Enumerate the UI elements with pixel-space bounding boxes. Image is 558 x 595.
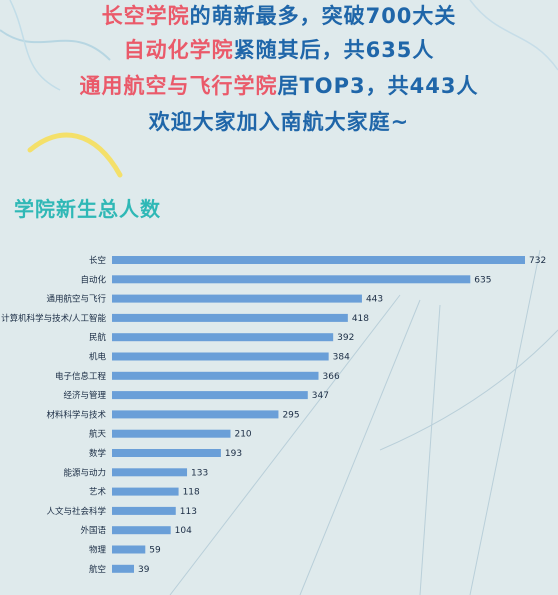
category-label: 能源与动力 <box>63 467 106 478</box>
value-label: 732 <box>529 256 546 266</box>
headline-text: 的萌新最多，突破700大关 <box>189 4 457 28</box>
bar-chart: 长空 732 自动化 635 通用航空与飞行 443 计算机科学与技术/人工智能 418 民航 3… <box>1 255 546 575</box>
value-label: 133 <box>191 468 208 478</box>
value-label: 418 <box>352 314 369 324</box>
category-label: 长空 <box>89 255 106 266</box>
bar <box>112 313 348 322</box>
category-label: 经济与管理 <box>63 390 106 401</box>
value-label: 384 <box>333 353 350 363</box>
headline-line-3: 通用航空与飞行学院居TOP3，共443人 <box>0 70 558 102</box>
category-label: 外国语 <box>80 525 106 536</box>
headline-line-2: 自动化学院紧随其后，共635人 <box>0 34 558 66</box>
category-label: 材料科学与技术 <box>46 409 106 420</box>
bar <box>112 526 171 535</box>
headline-text: 欢迎大家加入南航大家庭~ <box>148 110 410 134</box>
category-label: 艺术 <box>89 487 107 498</box>
bar <box>112 391 308 400</box>
category-label: 计算机科学与技术/人工智能 <box>1 313 106 324</box>
value-label: 59 <box>149 546 161 556</box>
value-label: 635 <box>474 275 491 285</box>
bar <box>112 275 471 284</box>
bar <box>112 564 135 573</box>
category-label: 民航 <box>89 332 107 343</box>
value-label: 295 <box>282 410 299 420</box>
value-label: 104 <box>175 526 192 536</box>
bar <box>112 449 221 457</box>
headline-line-4: 欢迎大家加入南航大家庭~ <box>0 106 558 138</box>
value-label: 118 <box>183 488 200 498</box>
category-label: 航空 <box>89 564 106 575</box>
bar <box>112 352 329 361</box>
headline-highlight: 长空学院 <box>101 4 190 28</box>
headline-text: 居TOP3，共443人 <box>277 74 479 98</box>
bar <box>112 410 279 419</box>
bar <box>112 487 179 496</box>
headline-highlight: 自动化学院 <box>123 38 234 62</box>
value-label: 193 <box>225 449 242 459</box>
category-label: 航天 <box>89 429 107 440</box>
value-label: 39 <box>138 565 150 575</box>
category-label: 自动化 <box>80 274 106 285</box>
bar <box>112 371 319 380</box>
bar <box>112 468 188 477</box>
bar <box>112 256 525 264</box>
value-label: 347 <box>312 391 329 401</box>
category-label: 机电 <box>89 352 107 363</box>
bar <box>112 506 176 515</box>
value-label: 366 <box>323 372 340 382</box>
category-label: 物理 <box>89 545 107 556</box>
bar <box>112 429 231 438</box>
bar <box>112 545 146 554</box>
value-label: 443 <box>366 295 383 305</box>
bar <box>112 294 362 303</box>
category-label: 人文与社会科学 <box>46 506 106 517</box>
headline-line-1: 长空学院的萌新最多，突破700大关 <box>0 0 558 32</box>
category-label: 电子信息工程 <box>55 371 107 382</box>
value-label: 392 <box>337 333 354 343</box>
section-title: 学院新生总人数 <box>14 197 161 221</box>
value-label: 113 <box>180 507 197 517</box>
value-label: 210 <box>234 430 251 440</box>
headline-text: 紧随其后，共635人 <box>233 38 435 62</box>
headline-highlight: 通用航空与飞行学院 <box>79 74 278 98</box>
bar <box>112 333 334 342</box>
category-label: 通用航空与飞行 <box>46 294 106 305</box>
category-label: 数学 <box>89 448 107 459</box>
